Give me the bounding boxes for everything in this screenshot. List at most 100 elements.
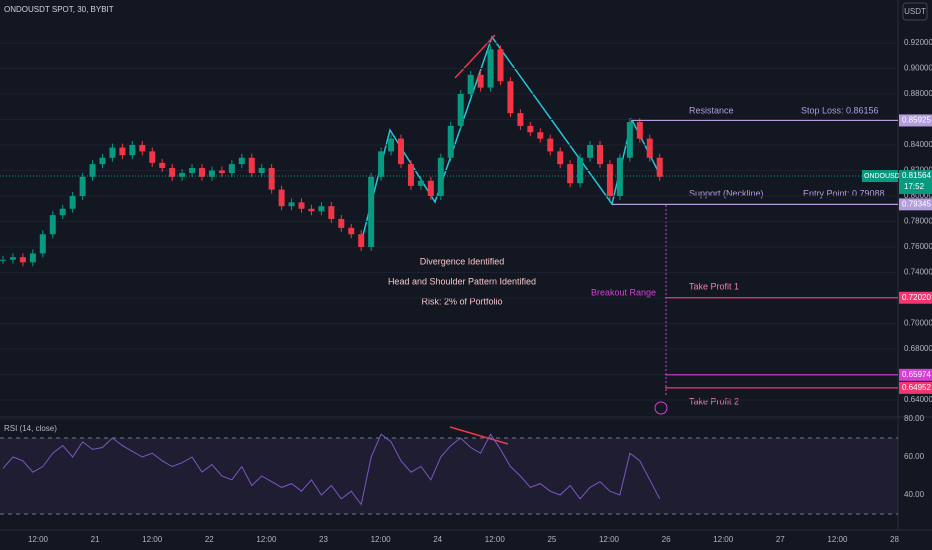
price-tick-label: 0.76000 xyxy=(904,242,932,251)
candle xyxy=(557,151,564,165)
candle xyxy=(606,164,613,196)
candle xyxy=(368,176,375,247)
time-label: 25 xyxy=(547,535,556,544)
price-tick-label: 0.92000 xyxy=(904,38,932,47)
level-label: 0.65974 xyxy=(902,370,931,379)
symbol-label: ONDOUSDT xyxy=(864,173,905,180)
candle xyxy=(9,257,16,260)
candle xyxy=(199,167,205,177)
time-label: 12:00 xyxy=(371,535,392,544)
rsi-tick-label: 60.00 xyxy=(904,452,925,461)
divergence-line xyxy=(454,34,496,79)
candle xyxy=(109,147,116,158)
candle xyxy=(119,147,126,156)
time-label: 27 xyxy=(776,535,785,544)
price-tick-label: 0.84000 xyxy=(904,140,932,149)
level-label: 0.79345 xyxy=(902,199,931,208)
candle xyxy=(79,176,86,196)
rsi-divergence-line xyxy=(449,426,509,445)
annotation: Support (Neckline) xyxy=(689,188,764,198)
candle xyxy=(189,167,196,174)
level-tag xyxy=(899,381,932,394)
candle xyxy=(457,94,464,126)
rsi-tick-label: 80.00 xyxy=(904,414,925,423)
candle xyxy=(477,74,484,88)
candle xyxy=(507,81,514,114)
price-tick-label: 0.74000 xyxy=(904,268,932,277)
level-tag xyxy=(899,198,932,211)
time-label: 12:00 xyxy=(599,535,620,544)
candle xyxy=(268,167,275,190)
candle xyxy=(278,189,285,207)
candle xyxy=(487,49,494,88)
candle xyxy=(298,202,305,209)
candle xyxy=(407,164,414,186)
candle xyxy=(567,164,574,184)
candle xyxy=(149,151,156,163)
price-tick-label: 0.80000 xyxy=(904,191,932,200)
currency-button[interactable] xyxy=(902,2,928,21)
candle xyxy=(248,157,255,174)
alert-icon[interactable] xyxy=(654,401,668,415)
time-label: 21 xyxy=(91,535,100,544)
candle xyxy=(577,157,584,184)
annotation: Take Profit 1 xyxy=(689,281,739,291)
candle xyxy=(656,157,663,177)
price-tick-label: 0.78000 xyxy=(904,217,932,226)
candle xyxy=(99,157,106,165)
candle xyxy=(398,138,404,165)
candle xyxy=(417,180,424,186)
candle xyxy=(288,202,295,207)
time-label: 12:00 xyxy=(28,535,49,544)
time-label: 22 xyxy=(205,535,214,544)
symbol-tag xyxy=(862,170,898,183)
candle xyxy=(497,49,504,82)
candle xyxy=(139,145,146,152)
rsi-band xyxy=(0,438,898,514)
time-label: 24 xyxy=(433,535,442,544)
rsi-tick-label: 40.00 xyxy=(904,490,925,499)
candle xyxy=(258,167,265,174)
last-tag xyxy=(899,170,932,195)
candle xyxy=(328,206,335,219)
candle xyxy=(527,125,534,133)
level-tag xyxy=(899,291,932,304)
candle xyxy=(616,157,623,196)
time-label: 12:00 xyxy=(142,535,163,544)
candle xyxy=(19,257,26,263)
candle xyxy=(378,151,385,177)
annotation: Entry Point: 0.79088 xyxy=(803,188,885,198)
time-label: 28 xyxy=(890,535,899,544)
annotation: Stop Loss: 0.86156 xyxy=(801,105,879,115)
candle xyxy=(129,145,136,156)
price-tick-label: 0.68000 xyxy=(904,344,932,353)
time-label: 23 xyxy=(319,535,328,544)
candle xyxy=(69,196,76,209)
symbol-title: ONDOUSDT SPOT, 30, BYBIT xyxy=(4,5,114,14)
candle xyxy=(29,253,36,263)
level-label: 0.64952 xyxy=(902,383,931,392)
candle xyxy=(517,113,524,126)
rsi-line xyxy=(2,433,661,506)
time-label: 12:00 xyxy=(827,535,848,544)
candle xyxy=(587,145,594,158)
candle xyxy=(348,227,355,235)
annotation: Take Profit 2 xyxy=(689,396,739,406)
candle xyxy=(338,218,345,228)
candle xyxy=(49,215,56,235)
candle xyxy=(358,234,365,247)
annotation: Head and Shoulder Pattern Identified xyxy=(388,276,536,286)
candle xyxy=(597,145,603,165)
price-tick-label: 0.64000 xyxy=(904,395,932,404)
level-label: 0.85925 xyxy=(902,116,931,125)
candle xyxy=(636,122,643,139)
candle xyxy=(308,208,315,212)
last-label: 0.81564 xyxy=(902,171,931,180)
candle xyxy=(537,132,544,139)
time-label: 12:00 xyxy=(485,535,506,544)
candle xyxy=(208,170,215,177)
candle xyxy=(0,259,6,261)
level-tag xyxy=(899,368,932,381)
currency-label[interactable]: USDT xyxy=(904,7,926,16)
